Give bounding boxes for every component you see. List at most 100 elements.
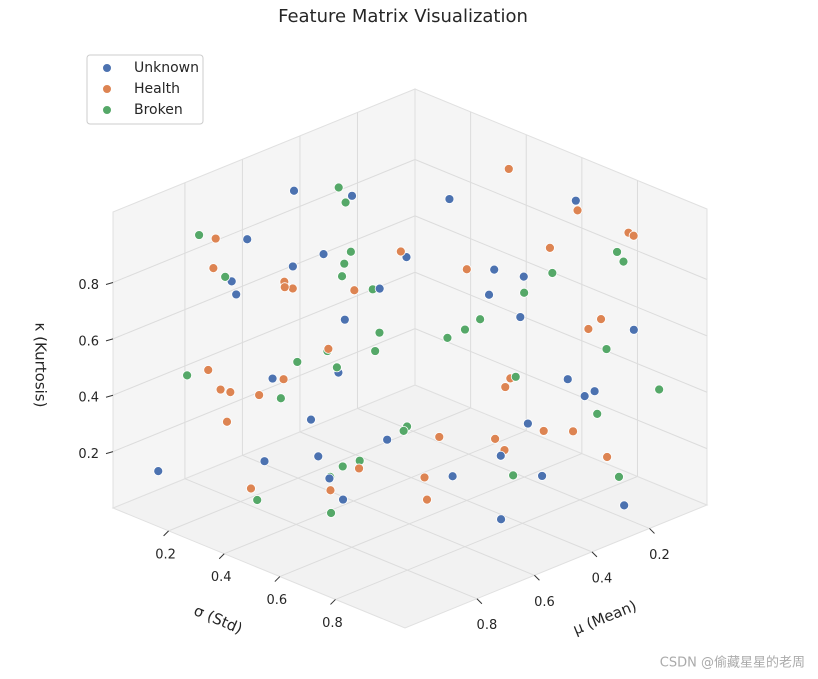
legend-label: Broken [134,102,183,118]
point [182,370,193,381]
point [252,495,263,505]
point [259,456,270,467]
grid-line [279,453,583,578]
y-tick [274,576,281,582]
grid-line [168,407,471,532]
x-tick-label: 0.6 [534,595,555,610]
legend-marker [102,63,112,73]
point [442,332,453,343]
point [337,271,347,282]
grid-line [335,475,638,600]
point [395,246,406,257]
point [475,314,486,325]
point [510,371,521,382]
point [347,190,357,201]
point [419,472,430,483]
grid-line [184,478,478,600]
point [447,471,458,482]
point [289,185,299,196]
x-tick-label: 0.2 [649,548,670,563]
point [220,271,231,282]
point [242,234,253,245]
panes [111,88,709,629]
z-tick [105,281,114,285]
point [246,483,256,494]
watermark: CSDN @偷藏星星的老周 [660,655,805,671]
x-tick [649,528,655,534]
point [490,433,501,444]
point [515,312,526,322]
point [579,391,590,402]
point [292,357,303,367]
grid-line [414,271,708,393]
z-tick-label: 0.4 [78,391,99,406]
z-tick-label: 0.8 [78,278,99,293]
grid-line [112,215,416,340]
point [602,452,612,462]
points [153,164,665,525]
z-tick-label: 0.2 [78,447,99,462]
point [568,426,578,437]
point [484,289,494,300]
point [562,374,573,385]
point [398,425,409,436]
point [354,463,364,474]
point [612,247,622,257]
point [231,289,242,300]
point [460,324,470,335]
grid-line [112,271,416,396]
point [349,285,360,296]
grid-line [112,328,416,453]
point [339,314,350,325]
point [547,268,558,278]
point [619,500,630,511]
point [287,283,298,294]
point [345,246,356,257]
y-tick [330,599,336,605]
point [503,164,514,174]
point [208,263,219,274]
point [313,451,324,462]
point [583,324,594,334]
x-axis-label: μ (Mean) [570,597,639,639]
grid-line [224,430,527,555]
point [332,362,342,373]
point [318,249,329,260]
point [496,514,506,525]
point [287,261,298,272]
point [267,373,278,384]
grid-line [414,215,708,337]
point [339,258,350,269]
point [522,418,533,429]
point [614,471,624,482]
legend-marker [102,84,112,94]
y-tick-label: 0.4 [211,570,232,585]
point [570,195,581,206]
point [382,434,393,445]
point [545,242,555,253]
point [210,233,221,244]
point [508,470,519,481]
point [434,432,445,442]
x-tick [591,551,598,558]
point [338,494,348,505]
point [254,390,265,400]
z-tick [105,451,114,455]
legend-box [86,54,204,125]
point [589,386,600,397]
legend: Unknown Health Broken [102,60,199,118]
point [203,365,214,375]
point [370,346,381,356]
point [275,393,286,404]
legend-label: Health [134,81,180,97]
point [495,450,506,461]
y-tick-label: 0.6 [267,593,288,608]
point [422,494,432,505]
point [306,414,316,425]
point [601,344,612,354]
point [326,508,336,518]
point [194,230,204,240]
point [592,408,603,419]
y-tick [163,530,169,537]
point [222,416,232,427]
